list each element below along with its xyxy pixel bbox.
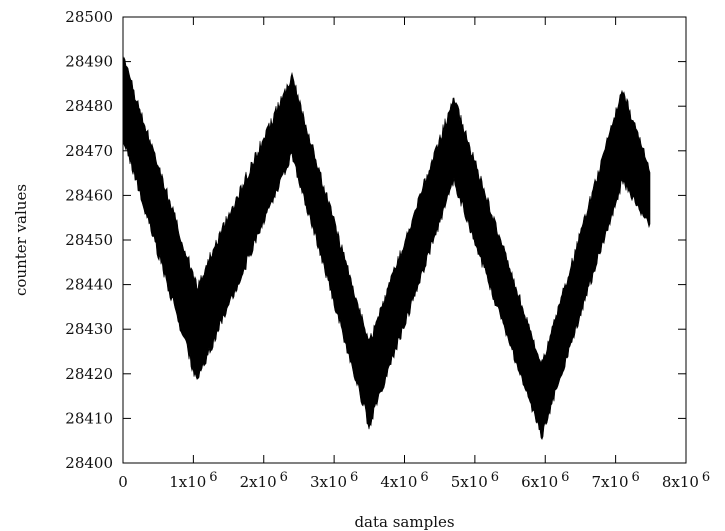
- y-tick-label: 28410: [65, 409, 113, 427]
- y-tick-label: 28490: [65, 53, 113, 71]
- x-tick-label: 6x10 6: [521, 470, 569, 491]
- x-tick-label: 4x10 6: [380, 470, 428, 491]
- x-tick-label: 8x10 6: [662, 470, 710, 491]
- y-tick-label: 28470: [65, 142, 113, 160]
- x-tick-label: 1x10 6: [169, 470, 217, 491]
- x-tick-label: 0: [118, 473, 128, 491]
- series-layer: [122, 56, 651, 440]
- y-tick-label: 28440: [65, 276, 113, 294]
- y-tick-label: 28400: [65, 454, 113, 472]
- x-tick-label: 7x10 6: [591, 470, 639, 491]
- y-tick-labels: 28400 28410 28420 28430 28440 28450 28460 28470…: [65, 8, 113, 472]
- y-tick-label: 28460: [65, 186, 113, 204]
- x-tick-label: 2x10 6: [240, 470, 288, 491]
- x-tick-label: 5x10 6: [451, 470, 499, 491]
- series-band: [122, 56, 651, 440]
- y-axis-title: counter values: [12, 184, 30, 296]
- x-tick-label: 3x10 6: [310, 470, 358, 491]
- y-tick-label: 28450: [65, 231, 113, 249]
- ticks-layer: [122, 16, 687, 464]
- y-tick-label: 28480: [65, 97, 113, 115]
- x-axis-title: data samples: [354, 513, 454, 531]
- y-tick-label: 28500: [65, 8, 113, 26]
- y-tick-label: 28420: [65, 365, 113, 383]
- x-tick-labels: 0 1x10 6 2x10 6 3x10 6 4x10 6 5x10 6 6x10 6 7x10 6 8x10…: [118, 470, 710, 491]
- y-tick-label: 28430: [65, 320, 113, 338]
